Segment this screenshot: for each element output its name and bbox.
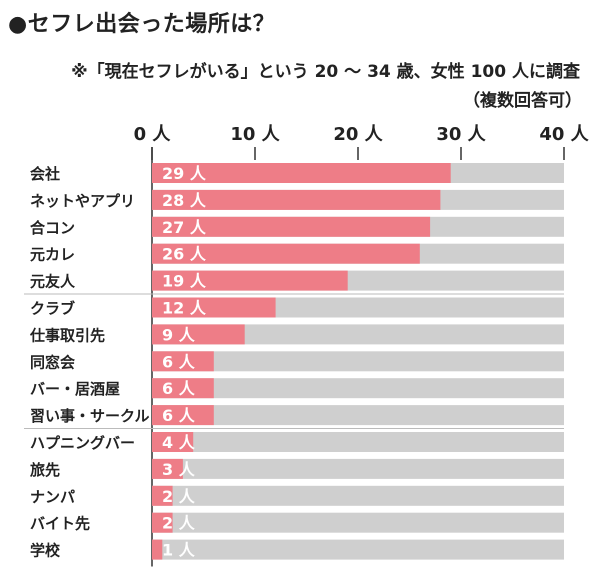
bar-track (152, 458, 564, 479)
data-label: 2 人 (162, 514, 196, 533)
category-label: ナンパ (30, 488, 75, 506)
bar-track (152, 485, 564, 506)
bar (152, 432, 194, 452)
category-label: 習い事・サークル (30, 407, 150, 425)
bar (152, 378, 214, 399)
chart-subtitle: ※「現在セフレがいる」という 20 ～ 34 歳、女性 100 人に調査 (71, 62, 580, 82)
bar (152, 243, 420, 264)
data-label: 2 人 (162, 487, 196, 506)
bar (152, 324, 245, 345)
category-label: 学校 (30, 542, 61, 560)
x-tick-label: 40 人 (539, 124, 589, 145)
category-label: バイト先 (30, 515, 90, 533)
bar (152, 351, 214, 372)
data-label: 12 人 (162, 299, 207, 318)
bar-track (152, 512, 564, 533)
data-label: 6 人 (162, 352, 196, 371)
bar-track (152, 405, 564, 426)
bar (152, 512, 173, 533)
data-label: 19 人 (162, 272, 207, 291)
bar-track (152, 539, 564, 560)
bar (152, 270, 348, 291)
bar (152, 163, 451, 183)
bar-track (152, 324, 564, 345)
bar (152, 405, 214, 426)
category-label: 合コン (29, 219, 75, 237)
data-label: 26 人 (162, 245, 207, 264)
bar-track (152, 378, 564, 399)
category-label: ハプニングバー (30, 434, 135, 452)
category-label: ネットやアプリ (30, 192, 135, 210)
data-label: 3 人 (162, 460, 196, 479)
bar (152, 297, 276, 318)
category-label: 元友人 (30, 273, 76, 291)
x-tick-label: 10 人 (230, 124, 280, 145)
data-label: 1 人 (162, 541, 196, 560)
category-label: 会社 (30, 165, 60, 183)
data-label: 6 人 (162, 406, 196, 425)
data-label: 6 人 (162, 379, 196, 398)
bar (152, 189, 441, 210)
bar (152, 539, 163, 560)
data-label: 28 人 (162, 191, 207, 210)
category-label: 元カレ (30, 246, 75, 264)
bar-track (152, 351, 564, 372)
category-label: 旅先 (30, 461, 60, 479)
bar-track (152, 432, 564, 452)
category-label: 仕事取引先 (29, 326, 105, 344)
category-label: 同窓会 (30, 353, 75, 371)
data-label: 9 人 (162, 325, 196, 344)
page-title: ●セフレ出会った場所は？ (8, 12, 276, 37)
x-tick-label: 20 人 (333, 124, 383, 145)
chart-note: （複数回答可） (463, 91, 582, 111)
bar (152, 216, 431, 237)
category-label: クラブ (30, 300, 75, 318)
x-tick-label: 0 人 (134, 124, 172, 145)
bar (152, 458, 183, 479)
data-label: 29 人 (162, 164, 207, 183)
data-label: 4 人 (162, 433, 196, 452)
x-tick-label: 30 人 (436, 124, 486, 145)
data-label: 27 人 (162, 218, 207, 237)
bar (152, 485, 173, 506)
category-label: バー・居酒屋 (30, 380, 120, 398)
